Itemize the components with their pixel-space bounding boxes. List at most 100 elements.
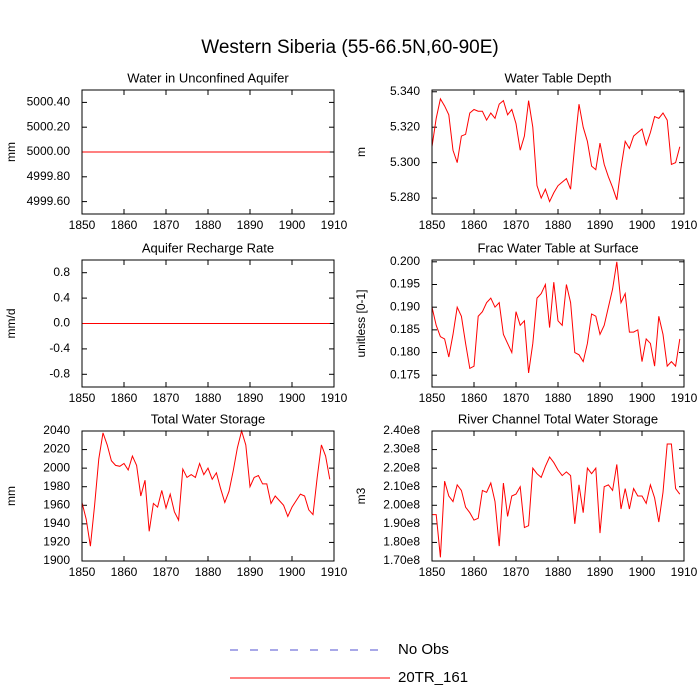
x-tick-label: 1900 [279,218,306,232]
y-tick-label: 5.300 [390,155,420,169]
y-tick-label: 0.8 [53,265,70,279]
x-tick-label: 1870 [153,218,180,232]
x-tick-label: 1850 [69,391,96,405]
y-tick-label: 4999.80 [27,169,71,183]
legend-label: No Obs [398,641,449,658]
x-tick-label: 1860 [461,218,488,232]
data-line [431,261,681,374]
panel-title: Water Table Depth [505,70,612,85]
y-tick-label: 1.70e8 [383,553,420,567]
x-tick-label: 1910 [671,218,698,232]
x-tick-label: 1880 [545,218,572,232]
y-tick-label: 2.40e8 [383,423,420,437]
y-tick-label: 1980 [43,479,70,493]
y-axis-label: m3 [354,487,368,504]
x-tick-label: 1890 [587,565,614,579]
y-tick-label: 0.175 [390,367,420,381]
x-tick-label: 1870 [153,565,180,579]
y-tick-label: 1940 [43,516,70,530]
x-tick-label: 1900 [629,218,656,232]
plot-frame [81,259,335,388]
plot-frame [431,259,685,388]
y-tick-label: 5.340 [390,84,420,98]
y-tick-label: 0.0 [53,316,70,330]
y-tick-label: 5.320 [390,119,420,133]
x-tick-label: 1850 [69,565,96,579]
y-tick-label: 0.200 [390,254,420,268]
x-tick-label: 1850 [419,565,446,579]
x-tick-label: 1910 [671,565,698,579]
x-tick-label: 1910 [321,218,348,232]
x-tick-label: 1850 [69,218,96,232]
x-tick-label: 1900 [279,391,306,405]
y-axis-label: m [354,147,368,157]
x-tick-label: 1910 [671,391,698,405]
x-tick-label: 1910 [321,391,348,405]
x-tick-label: 1870 [503,218,530,232]
x-tick-label: 1880 [195,391,222,405]
legend-label: 20TR_161 [398,669,468,686]
panel-title: Water in Unconfined Aquifer [127,70,289,85]
page-title: Western Siberia (55-66.5N,60-90E) [201,37,498,58]
y-tick-label: 0.195 [390,277,420,291]
x-tick-label: 1880 [195,218,222,232]
x-tick-label: 1870 [503,391,530,405]
plot-frame [81,430,335,562]
y-tick-label: 2.10e8 [383,479,420,493]
x-tick-label: 1880 [195,565,222,579]
y-axis-label: mm [4,142,18,162]
x-tick-label: 1900 [629,391,656,405]
y-tick-label: 2.00e8 [383,497,420,511]
y-tick-label: 2040 [43,423,70,437]
y-tick-label: 5000.20 [27,119,71,133]
y-tick-label: -0.8 [49,366,70,380]
y-tick-label: 4999.60 [27,194,71,208]
y-tick-label: 5000.40 [27,95,71,109]
x-tick-label: 1860 [111,391,138,405]
y-tick-label: 2.30e8 [383,442,420,456]
x-tick-label: 1850 [419,391,446,405]
y-tick-label: 0.180 [390,345,420,359]
y-tick-label: 0.185 [390,322,420,336]
x-tick-label: 1890 [237,565,264,579]
panel-title: Aquifer Recharge Rate [142,240,274,255]
x-tick-label: 1900 [279,565,306,579]
panel-title: Total Water Storage [151,411,265,426]
x-tick-label: 1860 [111,218,138,232]
y-tick-label: 1920 [43,535,70,549]
x-tick-label: 1860 [461,391,488,405]
x-tick-label: 1880 [545,565,572,579]
x-tick-label: 1890 [237,391,264,405]
x-tick-label: 1890 [237,218,264,232]
y-tick-label: 2000 [43,460,70,474]
y-tick-label: 1900 [43,553,70,567]
x-tick-label: 1870 [503,565,530,579]
x-tick-label: 1910 [321,565,348,579]
panel-title: Frac Water Table at Surface [477,240,638,255]
x-tick-label: 1890 [587,391,614,405]
y-tick-label: -0.4 [49,341,70,355]
y-tick-label: 2.20e8 [383,460,420,474]
x-tick-label: 1880 [545,391,572,405]
y-tick-label: 1.80e8 [383,535,420,549]
y-axis-label: mm/d [4,309,18,339]
x-tick-label: 1900 [629,565,656,579]
data-line [431,97,681,203]
y-tick-label: 5.280 [390,190,420,204]
y-axis-label: unitless [0-1] [354,289,368,357]
x-tick-label: 1860 [111,565,138,579]
plot-frame [81,89,335,215]
y-tick-label: 0.4 [53,290,70,304]
y-axis-label: mm [4,486,18,506]
x-tick-label: 1890 [587,218,614,232]
x-tick-label: 1870 [153,391,180,405]
plot-frame [431,430,685,562]
y-tick-label: 0.190 [390,299,420,313]
plot-frame [431,89,685,215]
x-tick-label: 1850 [419,218,446,232]
y-tick-label: 1.90e8 [383,516,420,530]
data-line [432,443,681,558]
panel-title: River Channel Total Water Storage [458,411,658,426]
data-line [81,429,331,547]
